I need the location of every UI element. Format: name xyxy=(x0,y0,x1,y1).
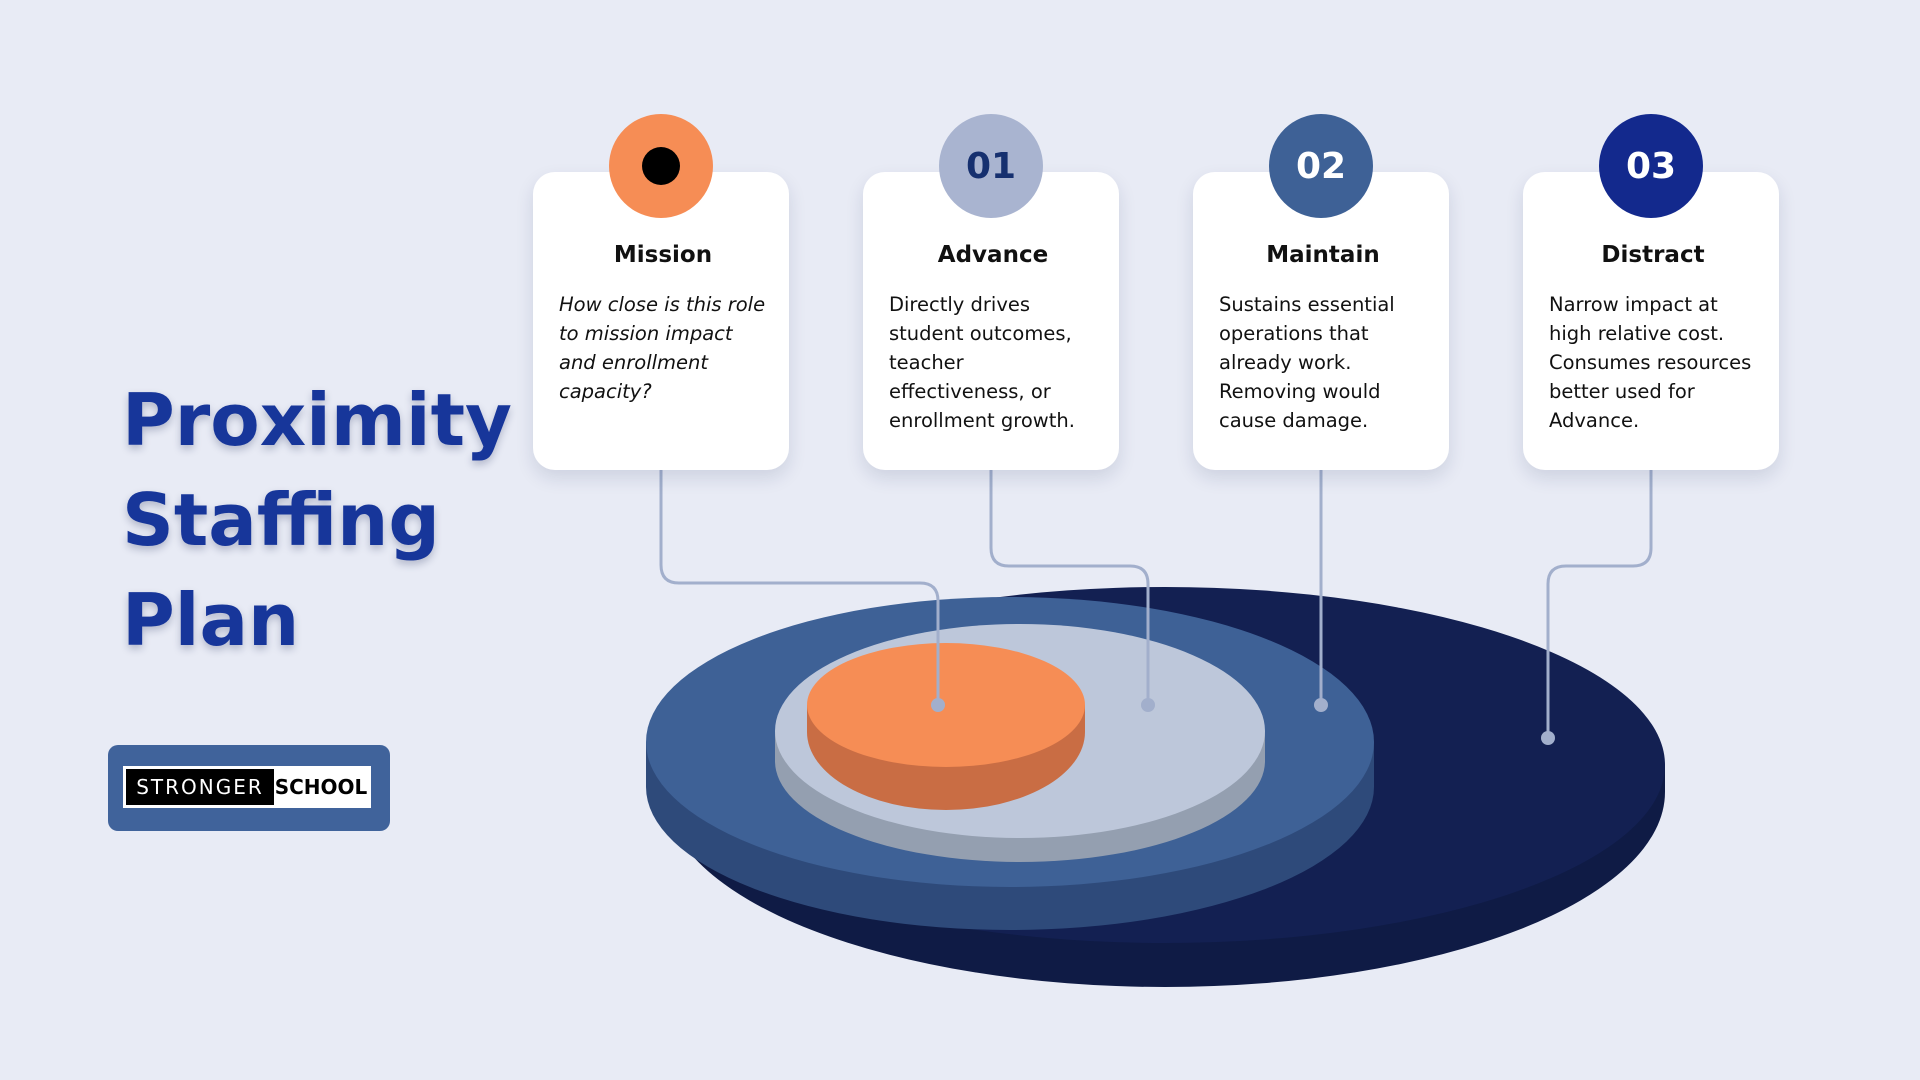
card-title-advance: Advance xyxy=(937,242,1049,268)
connector-dot-distract xyxy=(1541,731,1555,745)
title-line-2: Staffing xyxy=(122,478,440,562)
badge-advance: 01 xyxy=(939,114,1043,218)
title-line-1: Proximity xyxy=(122,378,512,462)
logo-text-school: SCHOOL xyxy=(274,769,368,805)
card-distract: Distract Narrow impact at high relative … xyxy=(1523,172,1779,470)
card-text-maintain: Sustains essential operations that alrea… xyxy=(1219,293,1395,432)
badge-distract: 03 xyxy=(1599,114,1703,218)
card-text-distract: Narrow impact at high relative cost. Con… xyxy=(1549,293,1752,432)
card-title-distract: Distract xyxy=(1601,242,1705,268)
stronger-school-logo: STRONGER SCHOOL xyxy=(108,745,390,831)
logo-text-stronger: STRONGER xyxy=(126,769,274,805)
target-dot-icon xyxy=(642,147,680,185)
connector-dot-maintain xyxy=(1314,698,1328,712)
card-title-maintain: Maintain xyxy=(1266,242,1380,268)
connector-dot-mission xyxy=(931,698,945,712)
card-mission: Mission How close is this role to missio… xyxy=(533,172,789,470)
page-title: Proximity Staffing Plan xyxy=(122,370,512,670)
layer-mission-top xyxy=(807,643,1085,767)
badge-maintain: 02 xyxy=(1269,114,1373,218)
title-line-3: Plan xyxy=(122,578,300,662)
card-text-advance: Directly drives student outcomes, teache… xyxy=(889,293,1075,432)
card-advance: Advance Directly drives student outcomes… xyxy=(863,172,1119,470)
connector-dot-advance xyxy=(1141,698,1155,712)
connector-distract xyxy=(1546,470,1653,738)
connector-mission xyxy=(659,470,940,705)
card-title-mission: Mission xyxy=(613,242,713,268)
card-maintain: Maintain Sustains essential operations t… xyxy=(1193,172,1449,470)
badge-mission xyxy=(609,114,713,218)
layer-mission xyxy=(807,643,1085,810)
card-text-mission: How close is this role to mission impact… xyxy=(559,293,766,403)
connector-advance xyxy=(989,470,1150,705)
logo-wordmark: STRONGER SCHOOL xyxy=(123,766,371,808)
